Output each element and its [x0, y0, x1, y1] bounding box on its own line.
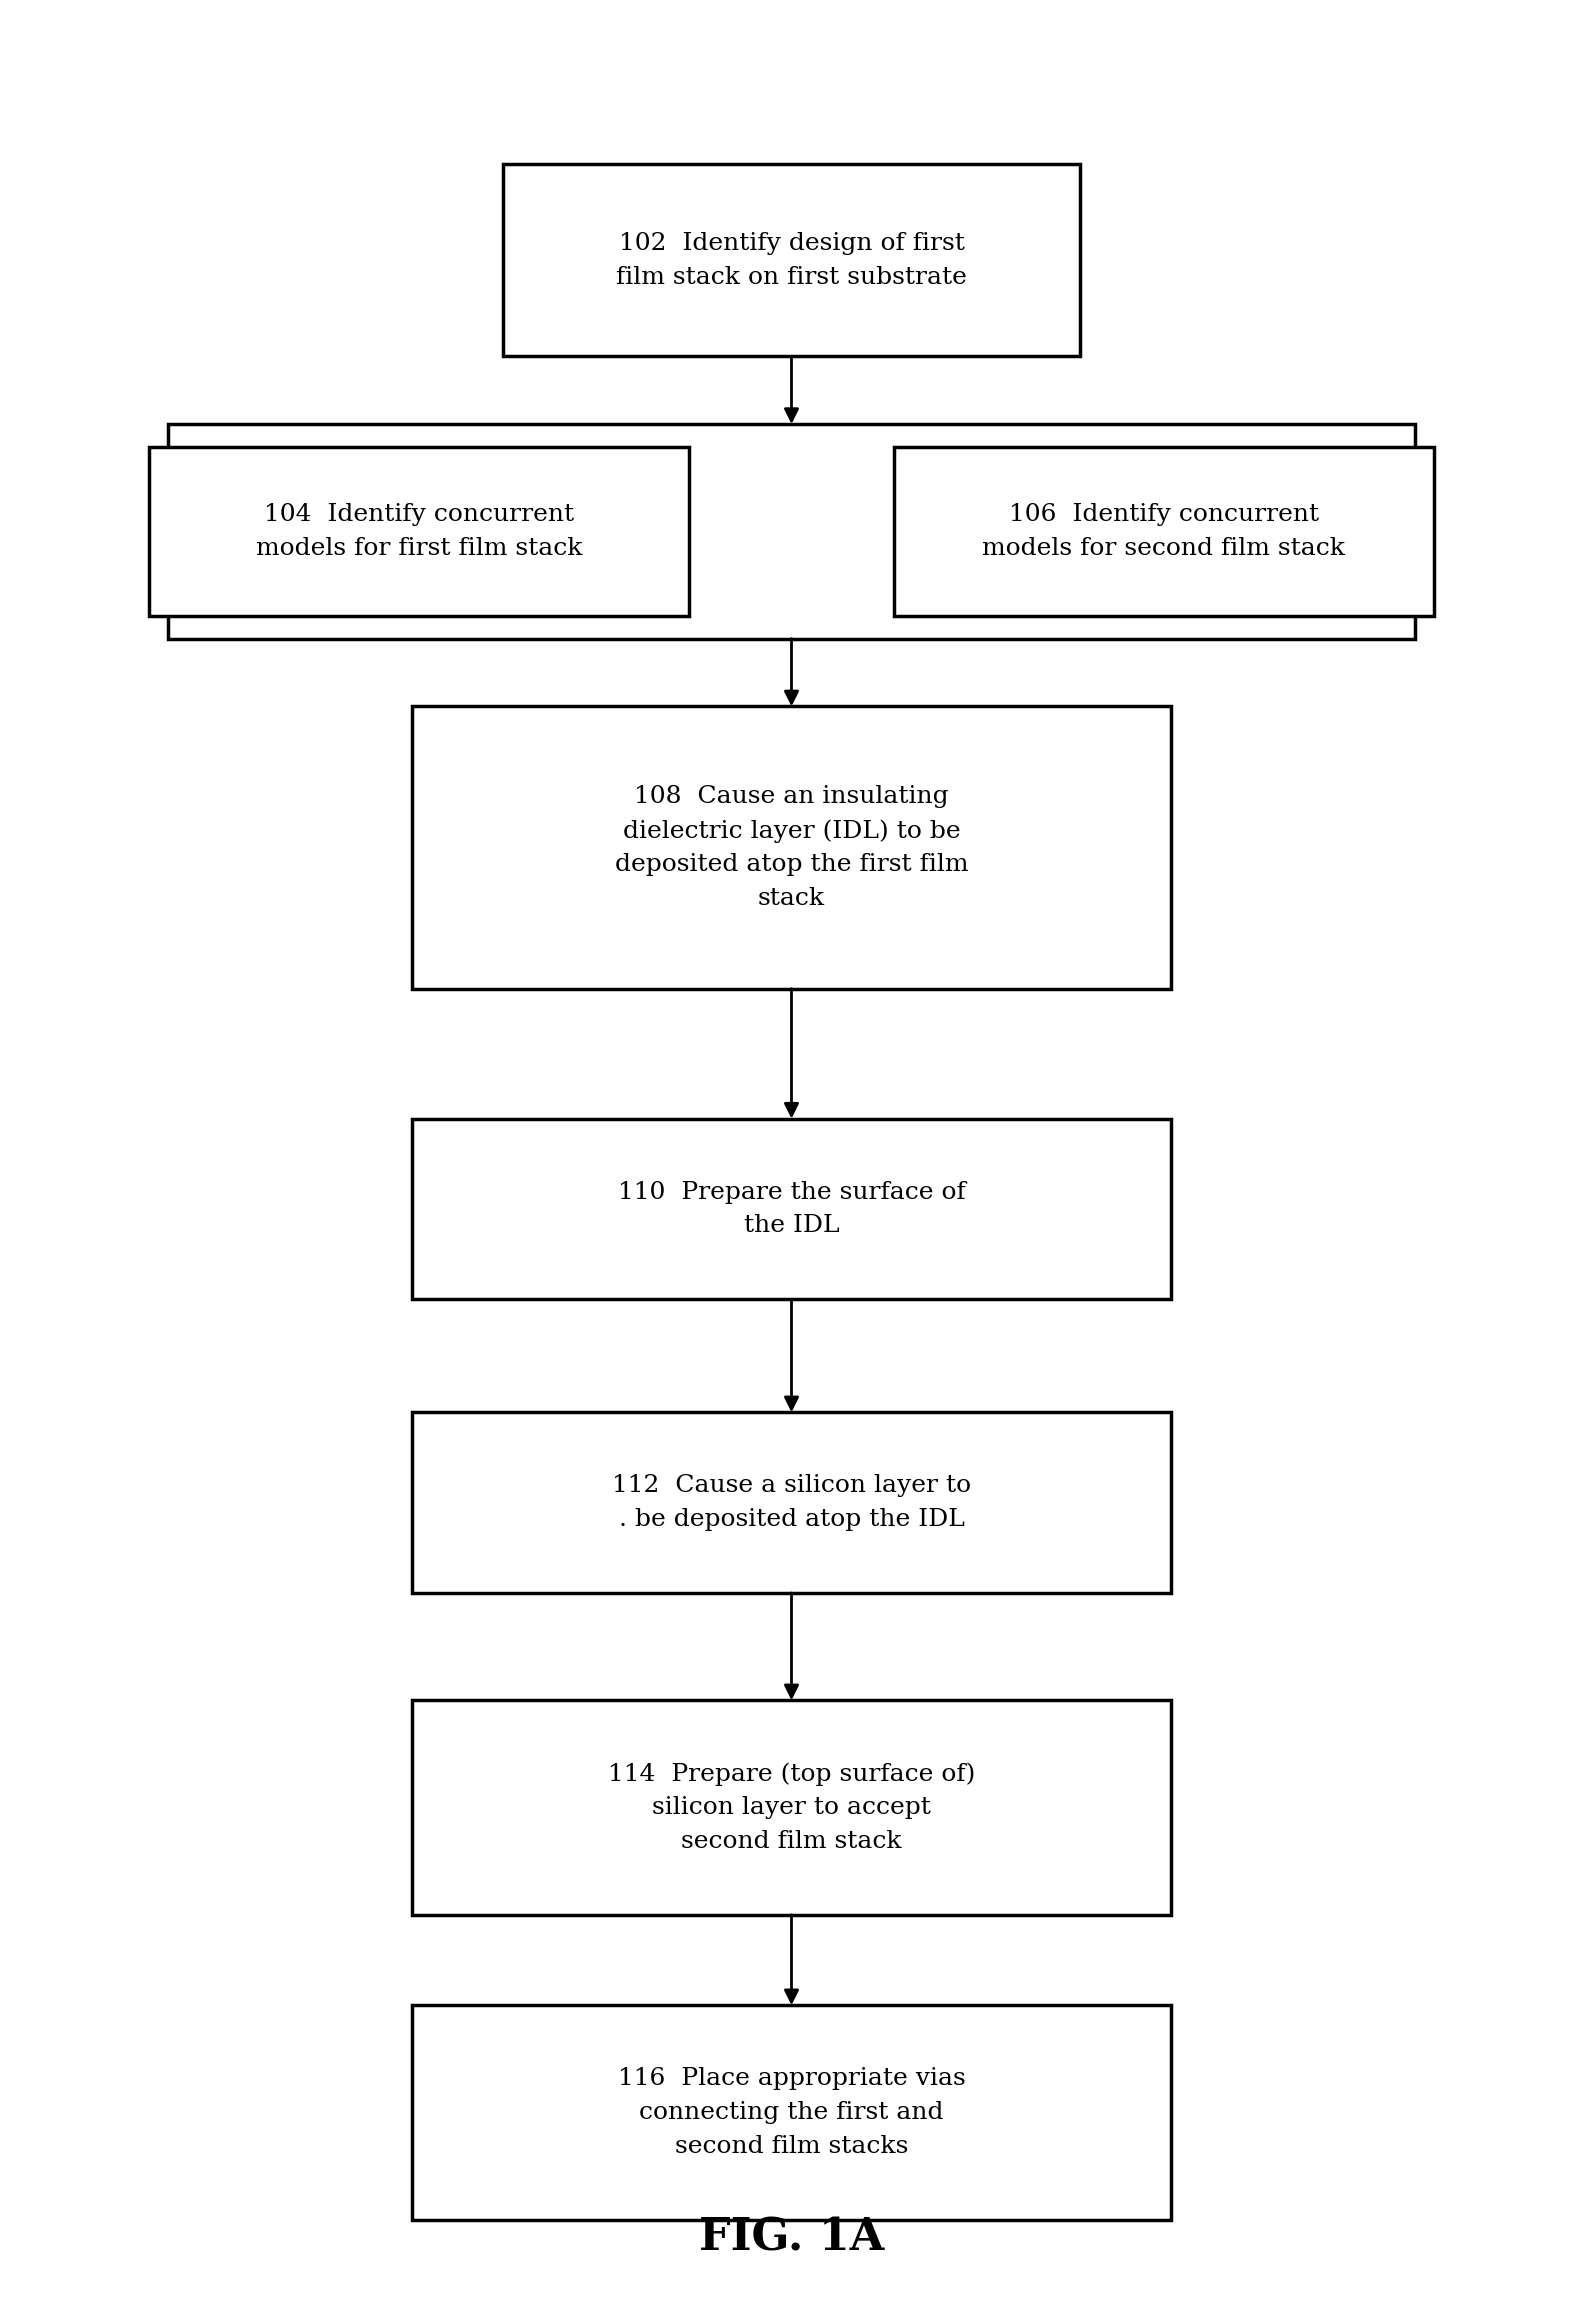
Bar: [412, 1118, 1171, 1300]
Bar: [412, 1701, 1171, 1915]
Text: 106  Identify concurrent
models for second film stack: 106 Identify concurrent models for secon…: [983, 502, 1346, 560]
Bar: [168, 424, 1415, 638]
Text: 102  Identify design of first
film stack on first substrate: 102 Identify design of first film stack …: [616, 233, 967, 288]
Text: 114  Prepare (top surface of)
silicon layer to accept
second film stack: 114 Prepare (top surface of) silicon lay…: [608, 1761, 975, 1853]
Text: 108  Cause an insulating
dielectric layer (IDL) to be
deposited atop the first f: 108 Cause an insulating dielectric layer…: [614, 786, 969, 910]
Bar: [503, 164, 1080, 357]
Bar: [149, 447, 689, 615]
Bar: [412, 2005, 1171, 2220]
Text: 112  Cause a silicon layer to
. be deposited atop the IDL: 112 Cause a silicon layer to . be deposi…: [613, 1475, 970, 1531]
Text: 110  Prepare the surface of
the IDL: 110 Prepare the surface of the IDL: [617, 1180, 966, 1238]
Text: FIG. 1A: FIG. 1A: [698, 2217, 885, 2259]
Bar: [412, 1413, 1171, 1593]
Bar: [412, 705, 1171, 989]
Text: 116  Place appropriate vias
connecting the first and
second film stacks: 116 Place appropriate vias connecting th…: [617, 2068, 966, 2157]
Bar: [894, 447, 1434, 615]
Text: 104  Identify concurrent
models for first film stack: 104 Identify concurrent models for first…: [256, 502, 583, 560]
